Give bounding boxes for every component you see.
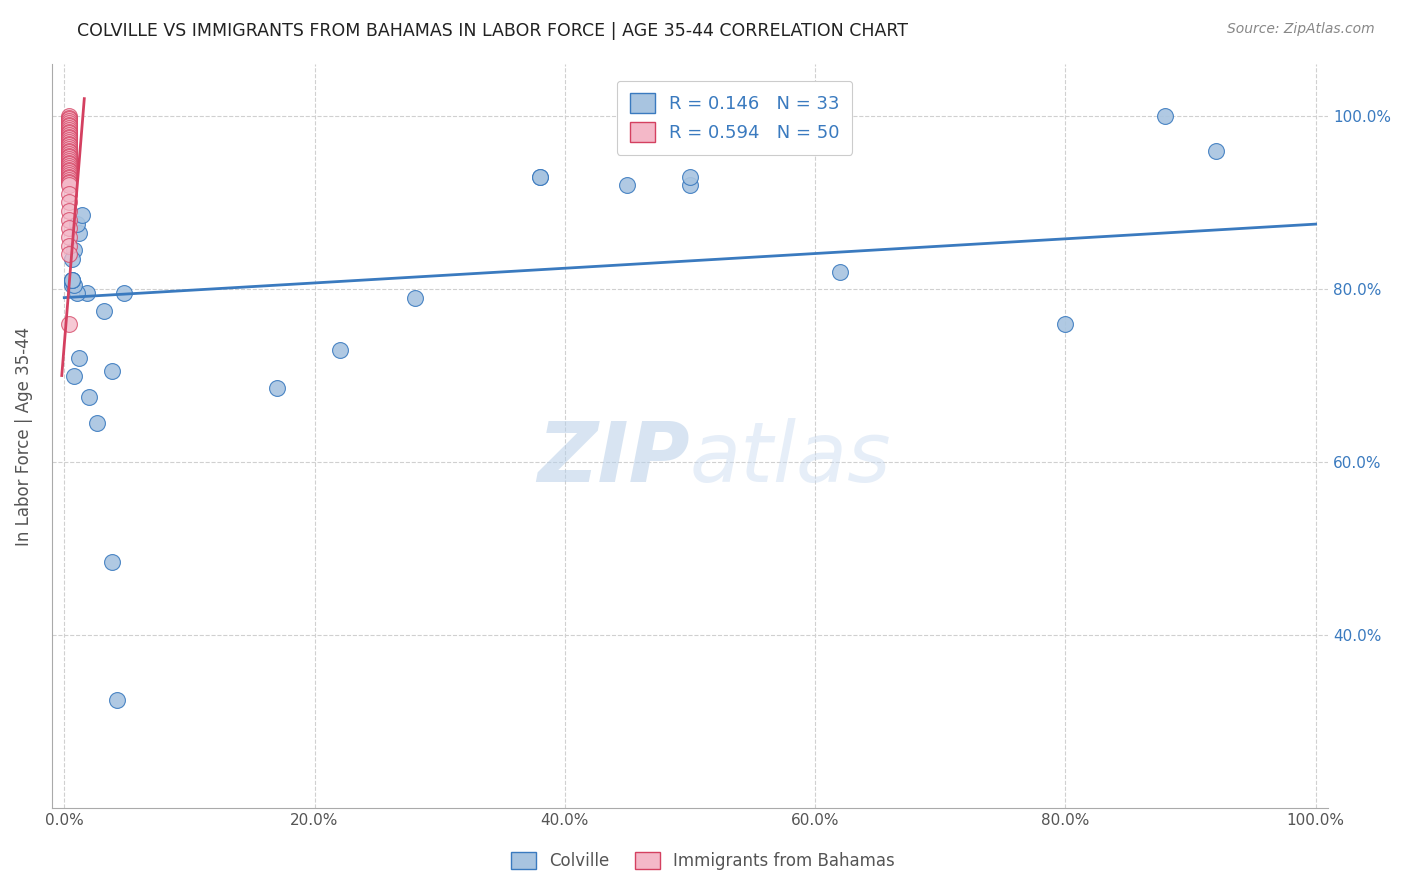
Point	[112, 286, 135, 301]
Text: Source: ZipAtlas.com: Source: ZipAtlas.com	[1227, 22, 1375, 37]
Point	[58, 121, 80, 136]
Point	[79, 390, 101, 404]
Point	[58, 166, 80, 180]
Point	[70, 209, 93, 223]
Point	[58, 186, 80, 201]
Point	[58, 140, 80, 154]
Point	[58, 173, 80, 187]
Legend: Colville, Immigrants from Bahamas: Colville, Immigrants from Bahamas	[505, 845, 901, 877]
Point	[58, 136, 80, 151]
Point	[58, 116, 80, 130]
Point	[63, 277, 86, 292]
Point	[58, 164, 80, 178]
Point	[58, 168, 80, 182]
Point	[58, 123, 80, 137]
Point	[58, 317, 80, 331]
Point	[58, 114, 80, 128]
Point	[58, 177, 80, 191]
Point	[63, 243, 86, 257]
Point	[58, 142, 80, 156]
Point	[60, 273, 83, 287]
Point	[101, 555, 124, 569]
Point	[58, 111, 80, 125]
Point	[66, 286, 89, 301]
Point	[529, 169, 551, 184]
Point	[58, 124, 80, 138]
Point	[67, 226, 90, 240]
Point	[58, 145, 80, 160]
Point	[76, 286, 98, 301]
Point	[58, 128, 80, 142]
Point	[1205, 144, 1227, 158]
Legend: R = 0.146   N = 33, R = 0.594   N = 50: R = 0.146 N = 33, R = 0.594 N = 50	[617, 80, 852, 154]
Point	[58, 247, 80, 261]
Point	[66, 217, 89, 231]
Point	[616, 178, 638, 193]
Point	[58, 175, 80, 189]
Point	[58, 204, 80, 219]
Point	[58, 230, 80, 244]
Point	[58, 120, 80, 134]
Point	[60, 277, 83, 292]
Point	[58, 133, 80, 147]
Point	[60, 273, 83, 287]
Point	[58, 162, 80, 177]
Point	[1154, 109, 1177, 123]
Point	[58, 178, 80, 193]
Point	[58, 161, 80, 175]
Point	[60, 273, 83, 287]
Point	[58, 144, 80, 158]
Point	[58, 135, 80, 149]
Point	[679, 178, 702, 193]
Point	[58, 109, 80, 123]
Text: COLVILLE VS IMMIGRANTS FROM BAHAMAS IN LABOR FORCE | AGE 35-44 CORRELATION CHART: COLVILLE VS IMMIGRANTS FROM BAHAMAS IN L…	[77, 22, 908, 40]
Text: atlas: atlas	[690, 417, 891, 499]
Point	[404, 291, 426, 305]
Point	[63, 368, 86, 383]
Point	[58, 112, 80, 127]
Point	[67, 351, 90, 366]
Point	[58, 147, 80, 161]
Point	[105, 693, 128, 707]
Point	[58, 151, 80, 165]
Point	[266, 382, 288, 396]
Text: ZIP: ZIP	[537, 417, 690, 499]
Point	[58, 138, 80, 153]
Point	[60, 252, 83, 266]
Point	[679, 169, 702, 184]
Point	[58, 212, 80, 227]
Point	[58, 126, 80, 140]
Point	[58, 169, 80, 184]
Point	[1054, 317, 1077, 331]
Point	[101, 364, 124, 378]
Point	[58, 221, 80, 235]
Point	[58, 153, 80, 168]
Point	[58, 153, 80, 167]
Point	[58, 157, 80, 171]
Point	[58, 155, 80, 169]
Point	[93, 303, 115, 318]
Point	[86, 416, 108, 430]
Point	[58, 129, 80, 144]
Point	[58, 131, 80, 145]
Point	[58, 195, 80, 210]
Point	[58, 118, 80, 132]
Y-axis label: In Labor Force | Age 35-44: In Labor Force | Age 35-44	[15, 326, 32, 546]
Point	[529, 169, 551, 184]
Point	[58, 238, 80, 252]
Point	[58, 149, 80, 163]
Point	[58, 159, 80, 173]
Point	[329, 343, 352, 357]
Point	[830, 265, 852, 279]
Point	[58, 171, 80, 186]
